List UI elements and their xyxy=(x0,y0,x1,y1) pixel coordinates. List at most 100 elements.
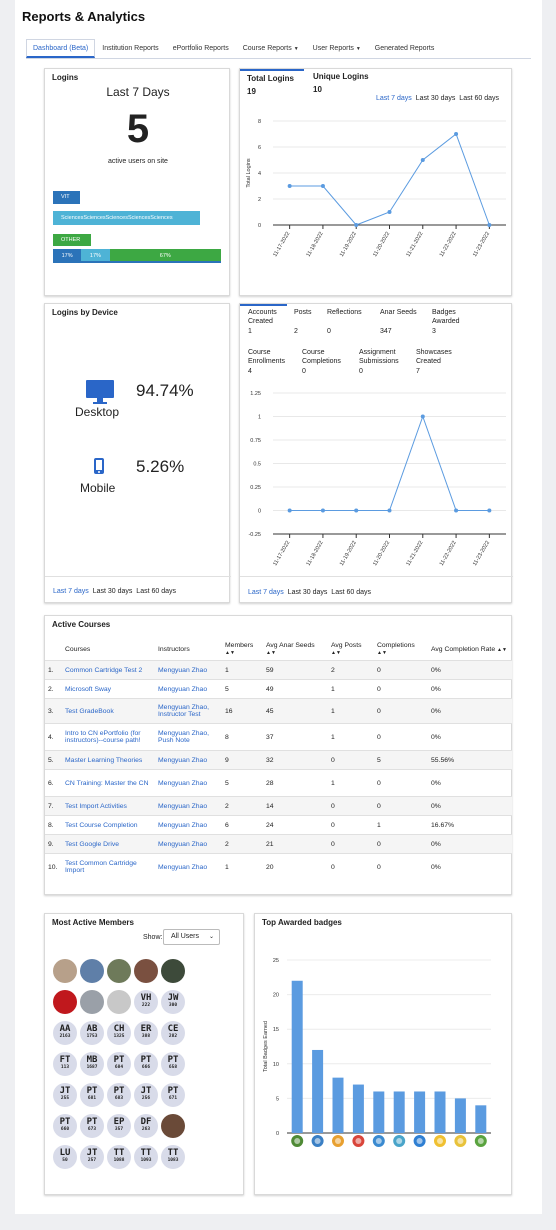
member-avatar[interactable]: PT 658 xyxy=(161,1052,185,1076)
member-avatar[interactable]: PT 681 xyxy=(80,1083,104,1107)
instructor-link[interactable]: Mengyuan Zhao xyxy=(158,802,208,810)
member-avatar[interactable]: PT 671 xyxy=(161,1083,185,1107)
tab-total-logins[interactable]: Total Logins 19 xyxy=(240,69,304,99)
range-last-60[interactable]: Last 60 days xyxy=(459,95,499,102)
col-avg-completion-rate[interactable]: Avg Completion Rate ▲▼ xyxy=(428,638,512,661)
member-avatar[interactable]: VH 222 xyxy=(134,990,158,1014)
member-avatar[interactable]: EP 357 xyxy=(107,1114,131,1138)
member-avatar[interactable]: JT 256 xyxy=(134,1083,158,1107)
bar[interactable] xyxy=(291,980,303,1133)
instructor-link[interactable]: Mengyuan Zhao xyxy=(158,779,208,787)
member-avatar[interactable]: TT 1083 xyxy=(161,1145,185,1169)
member-avatar[interactable] xyxy=(53,959,77,983)
col-instructors[interactable]: Instructors xyxy=(158,645,190,653)
member-avatar[interactable]: PT 683 xyxy=(107,1083,131,1107)
instructor-link[interactable]: Mengyuan Zhao xyxy=(158,863,208,871)
data-point[interactable] xyxy=(287,184,292,188)
member-avatar[interactable] xyxy=(53,990,77,1014)
data-point[interactable] xyxy=(320,184,325,188)
bar[interactable] xyxy=(332,1077,344,1133)
member-avatar[interactable]: AB 1753 xyxy=(80,1021,104,1045)
bar[interactable] xyxy=(352,1084,364,1133)
instructor-link[interactable]: Mengyuan Zhao xyxy=(158,840,208,848)
tab-eportfolio-reports[interactable]: ePortfolio Reports xyxy=(166,39,236,58)
data-point[interactable] xyxy=(487,223,492,227)
tab-unique-logins[interactable]: Unique Logins 10 xyxy=(310,69,380,99)
member-avatar[interactable]: ER 388 xyxy=(134,1021,158,1045)
member-avatar[interactable] xyxy=(80,990,104,1014)
member-avatar[interactable]: JW 300 xyxy=(161,990,185,1014)
instructor-link[interactable]: Mengyuan Zhao xyxy=(158,821,208,829)
member-avatar[interactable]: PT 684 xyxy=(107,1052,131,1076)
member-avatar[interactable]: TT 1093 xyxy=(134,1145,158,1169)
data-point[interactable] xyxy=(354,223,359,227)
member-avatar[interactable]: CE 282 xyxy=(161,1021,185,1045)
member-avatar[interactable]: PT 673 xyxy=(80,1114,104,1138)
instructor-link[interactable]: Mengyuan Zhao, Push Note xyxy=(158,730,210,744)
member-avatar[interactable]: FT 113 xyxy=(53,1052,77,1076)
bar[interactable] xyxy=(312,1049,324,1133)
member-avatar[interactable] xyxy=(134,959,158,983)
member-avatar[interactable] xyxy=(161,959,185,983)
course-link[interactable]: Test Common Cartridge Import xyxy=(65,860,137,875)
course-link[interactable]: Test Import Activities xyxy=(65,802,127,810)
member-avatar[interactable] xyxy=(107,959,131,983)
data-point[interactable] xyxy=(420,158,425,162)
col-avg-anar-seeds[interactable]: Avg Anar Seeds ▲▼ xyxy=(263,638,328,661)
instructor-link[interactable]: Mengyuan Zhao, Instructor Test xyxy=(158,704,210,718)
data-point[interactable] xyxy=(387,508,392,513)
range-last-30[interactable]: Last 30 days xyxy=(92,588,133,595)
range-last-60[interactable]: Last 60 days xyxy=(331,589,371,596)
bar[interactable] xyxy=(454,1098,466,1133)
course-link[interactable]: Microsoft Sway xyxy=(65,685,112,693)
member-avatar[interactable] xyxy=(80,959,104,983)
bar[interactable] xyxy=(434,1091,446,1133)
instructor-link[interactable]: Mengyuan Zhao xyxy=(158,756,208,764)
members-filter-select[interactable]: All Users ⌄ xyxy=(163,929,220,945)
tab-institution-reports[interactable]: Institution Reports xyxy=(95,39,165,58)
range-last-30[interactable]: Last 30 days xyxy=(287,589,328,596)
member-avatar[interactable]: DF 263 xyxy=(134,1114,158,1138)
course-link[interactable]: Test Course Completion xyxy=(65,821,138,829)
member-avatar[interactable]: TT 1088 xyxy=(107,1145,131,1169)
bar[interactable] xyxy=(393,1091,405,1133)
data-point[interactable] xyxy=(320,508,325,513)
col-completions[interactable]: Completions ▲▼ xyxy=(374,638,428,661)
member-avatar[interactable] xyxy=(107,990,131,1014)
instructor-link[interactable]: Mengyuan Zhao xyxy=(158,685,208,693)
tab-user-reports[interactable]: User Reports ▼ xyxy=(306,39,368,58)
data-point[interactable] xyxy=(354,508,359,513)
member-avatar[interactable]: JT 257 xyxy=(80,1145,104,1169)
tab-course-reports[interactable]: Course Reports ▼ xyxy=(236,39,306,58)
range-last-7[interactable]: Last 7 days xyxy=(53,588,89,595)
member-avatar[interactable]: PT 660 xyxy=(53,1114,77,1138)
range-last-7[interactable]: Last 7 days xyxy=(376,95,412,102)
col-members[interactable]: Members ▲▼ xyxy=(222,638,263,661)
bar[interactable] xyxy=(414,1091,426,1133)
member-avatar[interactable]: PT 666 xyxy=(134,1052,158,1076)
data-point[interactable] xyxy=(420,414,425,419)
member-avatar[interactable]: LU 50 xyxy=(53,1145,77,1169)
data-point[interactable] xyxy=(487,508,492,513)
course-link[interactable]: Master Learning Theories xyxy=(65,756,143,764)
member-avatar[interactable] xyxy=(161,1114,185,1138)
member-avatar[interactable]: CH 1325 xyxy=(107,1021,131,1045)
course-link[interactable]: Test GradeBook xyxy=(65,707,114,715)
data-point[interactable] xyxy=(454,508,459,513)
bar[interactable] xyxy=(475,1105,487,1133)
course-link[interactable]: Common Cartridge Test 2 xyxy=(65,666,143,674)
col-avg-posts[interactable]: Avg Posts ▲▼ xyxy=(328,638,374,661)
data-point[interactable] xyxy=(287,508,292,513)
data-point[interactable] xyxy=(387,210,392,214)
range-last-60[interactable]: Last 60 days xyxy=(136,588,176,595)
range-last-7[interactable]: Last 7 days xyxy=(248,589,284,596)
course-link[interactable]: Intro to CN ePortfolio (for instructors)… xyxy=(65,730,141,744)
instructor-link[interactable]: Mengyuan Zhao xyxy=(158,666,208,674)
range-last-30[interactable]: Last 30 days xyxy=(415,95,456,102)
tab-dashboard[interactable]: Dashboard (Beta) xyxy=(26,39,96,58)
col-courses[interactable]: Courses xyxy=(65,645,91,653)
bar[interactable] xyxy=(373,1091,385,1133)
course-link[interactable]: Test Google Drive xyxy=(65,840,120,848)
course-link[interactable]: CN Training: Master the CN xyxy=(65,779,149,787)
member-avatar[interactable]: AA 2163 xyxy=(53,1021,77,1045)
